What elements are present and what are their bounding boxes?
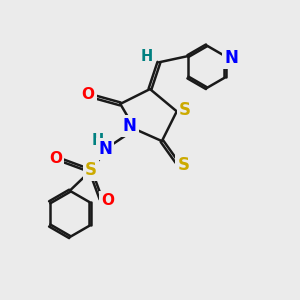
Text: H: H (92, 133, 104, 148)
Text: S: S (85, 161, 97, 179)
Text: O: O (82, 87, 95, 102)
Text: N: N (224, 49, 238, 67)
Text: S: S (177, 157, 189, 175)
Text: N: N (123, 117, 137, 135)
Text: O: O (101, 193, 114, 208)
Text: N: N (98, 140, 112, 158)
Text: S: S (179, 101, 191, 119)
Text: H: H (140, 50, 153, 64)
Text: O: O (49, 152, 62, 166)
